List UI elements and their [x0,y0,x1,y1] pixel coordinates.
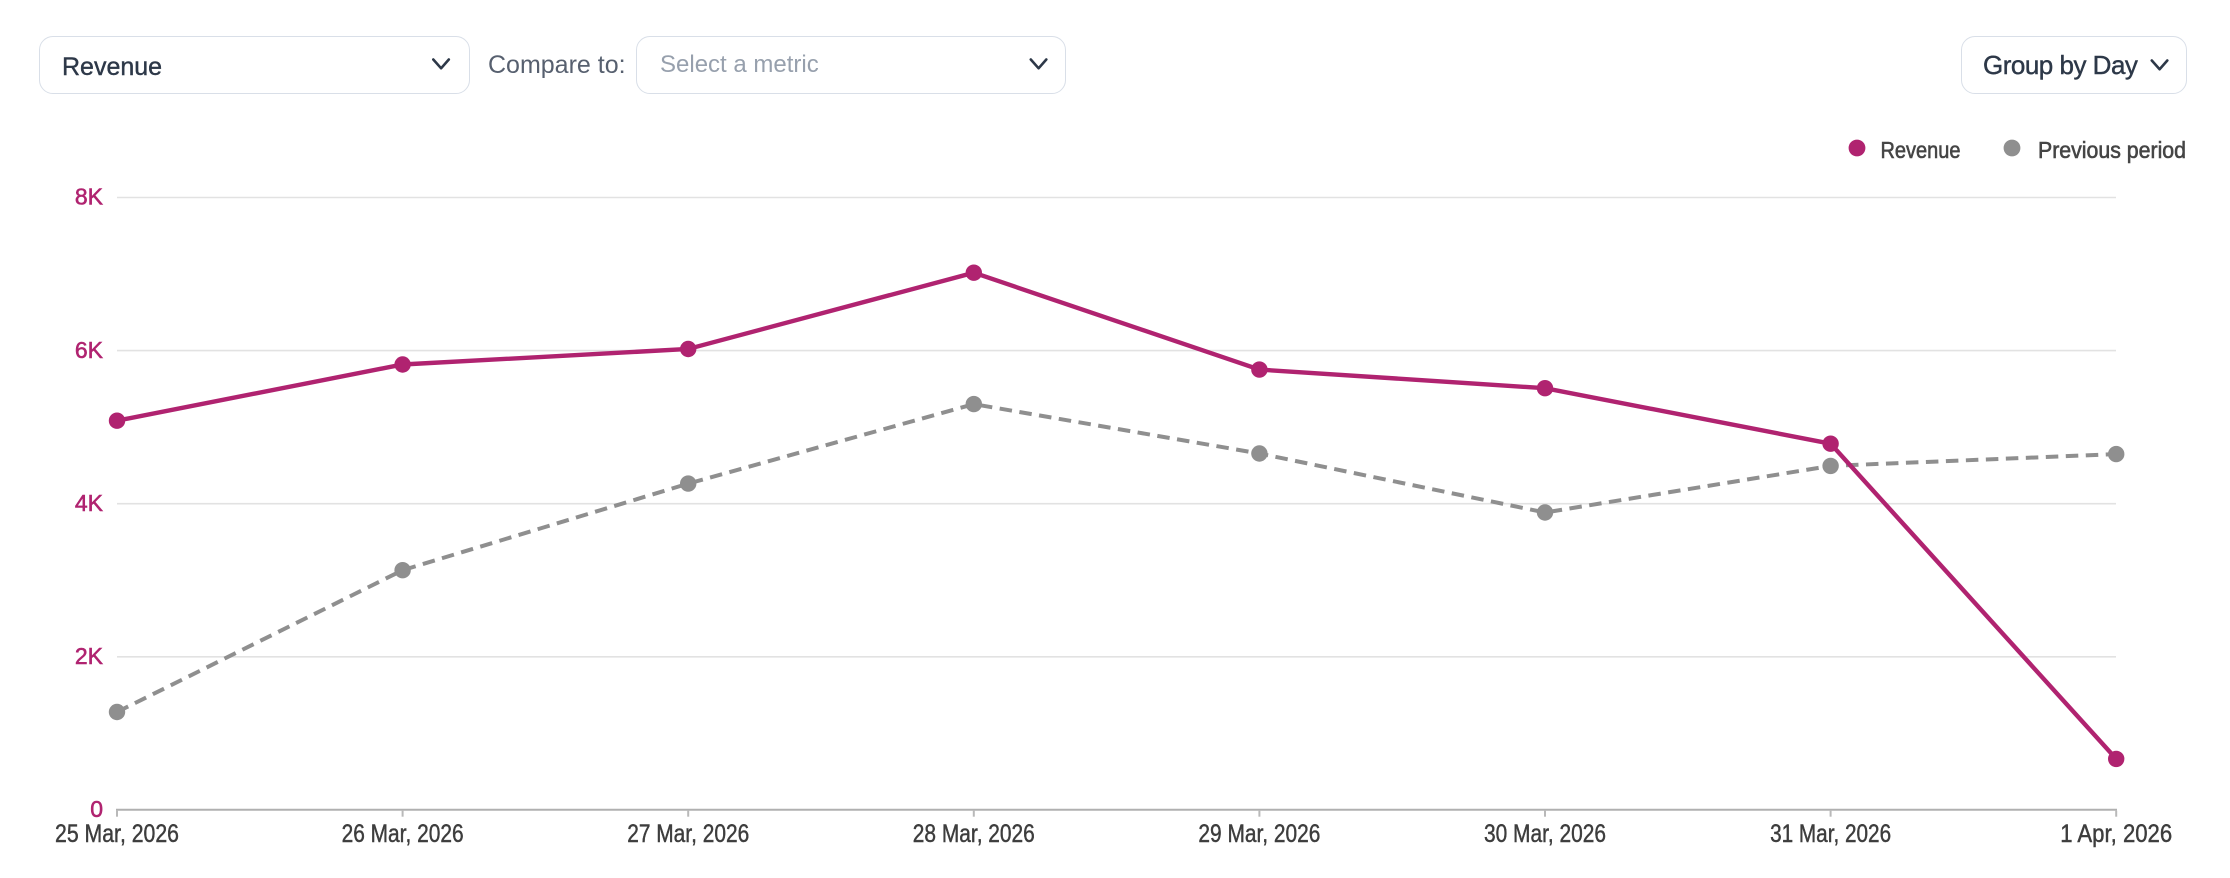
svg-text:25 Mar, 2026: 25 Mar, 2026 [55,820,179,848]
svg-text:29 Mar, 2026: 29 Mar, 2026 [1198,820,1320,848]
svg-text:30 Mar, 2026: 30 Mar, 2026 [1484,820,1606,848]
svg-text:6K: 6K [75,337,104,363]
svg-text:27 Mar, 2026: 27 Mar, 2026 [627,820,749,848]
svg-text:2K: 2K [75,643,104,669]
svg-text:1 Apr, 2026: 1 Apr, 2026 [2060,820,2172,848]
svg-text:26 Mar, 2026: 26 Mar, 2026 [342,820,464,848]
svg-text:28 Mar, 2026: 28 Mar, 2026 [913,820,1035,848]
svg-text:Previous period: Previous period [2038,137,2186,163]
svg-text:0: 0 [90,796,103,822]
svg-text:Revenue: Revenue [1881,137,1961,163]
svg-text:8K: 8K [75,184,104,210]
svg-text:4K: 4K [75,490,104,516]
svg-text:31 Mar, 2026: 31 Mar, 2026 [1770,820,1891,848]
